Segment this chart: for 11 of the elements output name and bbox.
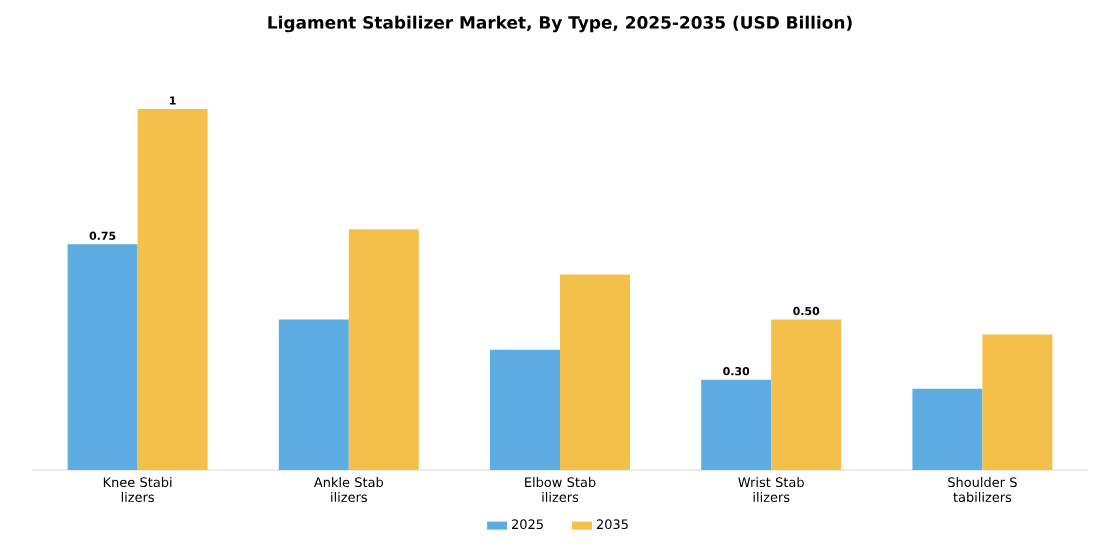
bar <box>982 334 1053 470</box>
bar <box>560 274 630 470</box>
bar <box>912 388 983 470</box>
chart-title: Ligament Stabilizer Market, By Type, 2025-2035 (USD Billion) <box>268 15 852 33</box>
bar <box>67 244 138 470</box>
bar <box>137 108 208 470</box>
bar <box>701 379 772 470</box>
bar <box>278 319 349 470</box>
bar <box>490 349 560 470</box>
bar <box>348 229 419 470</box>
bar <box>771 319 842 470</box>
